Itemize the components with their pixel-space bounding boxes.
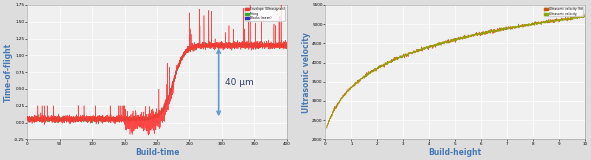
- Text: 40 μm: 40 μm: [225, 78, 254, 87]
- X-axis label: Build-time: Build-time: [135, 148, 179, 156]
- X-axis label: Build-height: Build-height: [428, 148, 482, 156]
- Y-axis label: Time-of-flight: Time-of-flight: [4, 43, 12, 102]
- Y-axis label: Ultrasonic velocity: Ultrasonic velocity: [302, 32, 311, 113]
- Legend: Ultrasonic velocity (fit), Ultrasonic velocity: Ultrasonic velocity (fit), Ultrasonic ve…: [544, 7, 583, 16]
- Legend: Envelope (Ultrasignals), Fitting, Blocks (mean): Envelope (Ultrasignals), Fitting, Blocks…: [245, 7, 285, 21]
